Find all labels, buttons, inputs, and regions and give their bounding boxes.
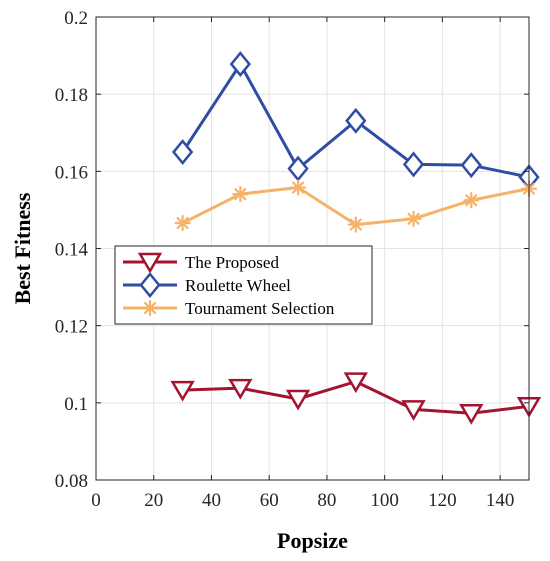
x-tick-label: 60 <box>260 490 279 511</box>
data-point-marker <box>289 179 307 196</box>
legend-label: Tournament Selection <box>185 299 335 318</box>
data-point-marker <box>171 139 194 166</box>
data-point-marker <box>405 210 422 227</box>
data-point-marker <box>402 151 425 178</box>
x-tick-label: 140 <box>486 490 515 511</box>
y-tick-label: 0.1 <box>64 394 88 415</box>
x-tick-label: 20 <box>144 490 163 511</box>
y-tick-label: 0.2 <box>64 8 88 29</box>
legend-entry: Tournament Selection <box>123 299 335 318</box>
data-point-marker <box>459 404 484 425</box>
y-tick-label: 0.18 <box>55 85 88 106</box>
data-point-marker <box>401 400 426 421</box>
legend-marker <box>137 252 163 274</box>
x-tick-label: 40 <box>202 490 221 511</box>
legend-marker <box>139 272 161 298</box>
x-tick-label: 80 <box>317 490 336 511</box>
y-tick-label: 0.12 <box>55 317 88 338</box>
data-point-marker <box>229 51 251 78</box>
x-tick-label: 120 <box>428 490 457 511</box>
data-point-marker <box>170 380 195 402</box>
y-axis-label: Best Fitness <box>10 192 35 304</box>
data-point-marker <box>228 378 253 400</box>
data-point-marker <box>285 389 311 411</box>
data-point-marker <box>174 214 191 232</box>
series-layer <box>170 51 542 425</box>
y-tick-label: 0.08 <box>55 471 88 492</box>
series-the-proposed <box>170 372 542 425</box>
data-point-marker <box>460 152 482 179</box>
x-axis-ticks: 0 20 40 60 80 100 120 140 <box>91 17 514 511</box>
data-point-marker <box>232 185 249 203</box>
x-tick-label: 0 <box>91 490 101 511</box>
legend-entry: The Proposed <box>123 252 279 274</box>
data-point-marker <box>463 192 480 209</box>
legend: The Proposed Roulette Wheel Tournament Sel… <box>114 245 373 325</box>
legend-entry: Roulette Wheel <box>123 272 291 298</box>
data-point-marker <box>345 107 367 134</box>
legend-marker <box>141 299 159 317</box>
x-axis-label: Popsize <box>277 528 348 553</box>
series-roulette-wheel <box>171 51 540 191</box>
data-point-marker <box>287 155 309 182</box>
data-point-marker <box>343 372 368 394</box>
legend-label: Roulette Wheel <box>185 276 291 295</box>
y-tick-label: 0.16 <box>55 162 88 183</box>
legend-label: The Proposed <box>185 253 279 272</box>
y-tick-label: 0.14 <box>55 240 89 261</box>
x-tick-label: 100 <box>370 490 399 511</box>
data-point-marker <box>347 216 364 233</box>
y-axis-ticks: 0.08 0.1 0.12 0.14 0.16 0.18 0.2 <box>55 8 529 492</box>
series-tournament-selection <box>174 179 538 233</box>
